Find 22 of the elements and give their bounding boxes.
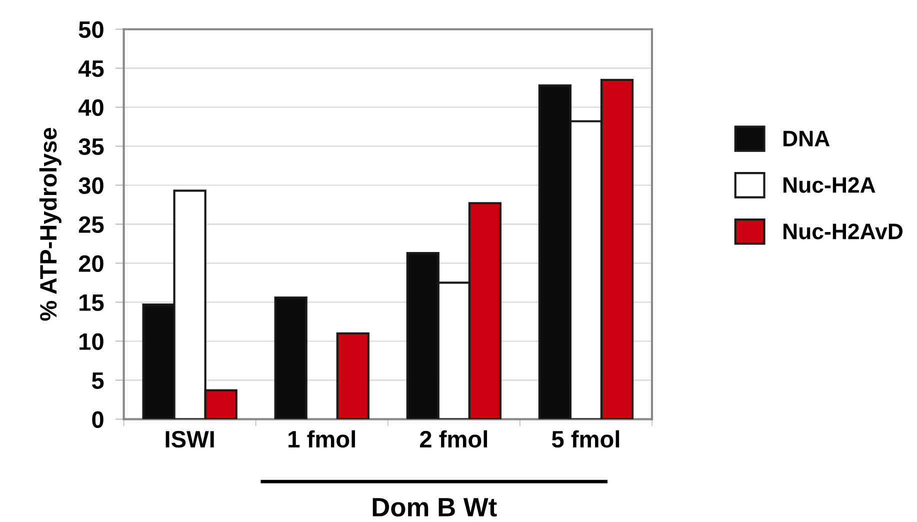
bar bbox=[336, 332, 370, 420]
y-tick-label: 40 bbox=[78, 99, 104, 116]
y-axis-title: % ATP-Hydrolyse bbox=[39, 128, 62, 321]
y-tick-label: 10 bbox=[80, 333, 104, 350]
y-tick-label: 35 bbox=[78, 138, 104, 156]
y-tick-label: 50 bbox=[78, 21, 104, 38]
y-tick-label: 45 bbox=[78, 60, 104, 78]
y-tick-label: 25 bbox=[78, 216, 104, 233]
bar bbox=[274, 296, 308, 420]
y-tick-label: 20 bbox=[78, 255, 104, 272]
y-tick-label: 5 bbox=[92, 372, 104, 389]
x-tick-label: 1 fmol bbox=[288, 430, 355, 448]
y-tick-label: 30 bbox=[78, 177, 104, 194]
x-tick-label: 5 fmol bbox=[552, 430, 620, 448]
y-tick-label: 15 bbox=[80, 294, 104, 311]
y-tick-label: 0 bbox=[92, 411, 104, 428]
legend-label: Nuc-H2AvD bbox=[784, 224, 903, 240]
legend-label: DNA bbox=[784, 130, 830, 146]
x-tick-label: 2 fmol bbox=[420, 430, 488, 448]
legend-label: Nuc-H2A bbox=[784, 177, 876, 193]
x-tick-label: ISWI bbox=[166, 430, 214, 448]
text: Dom B Wt bbox=[372, 498, 497, 517]
